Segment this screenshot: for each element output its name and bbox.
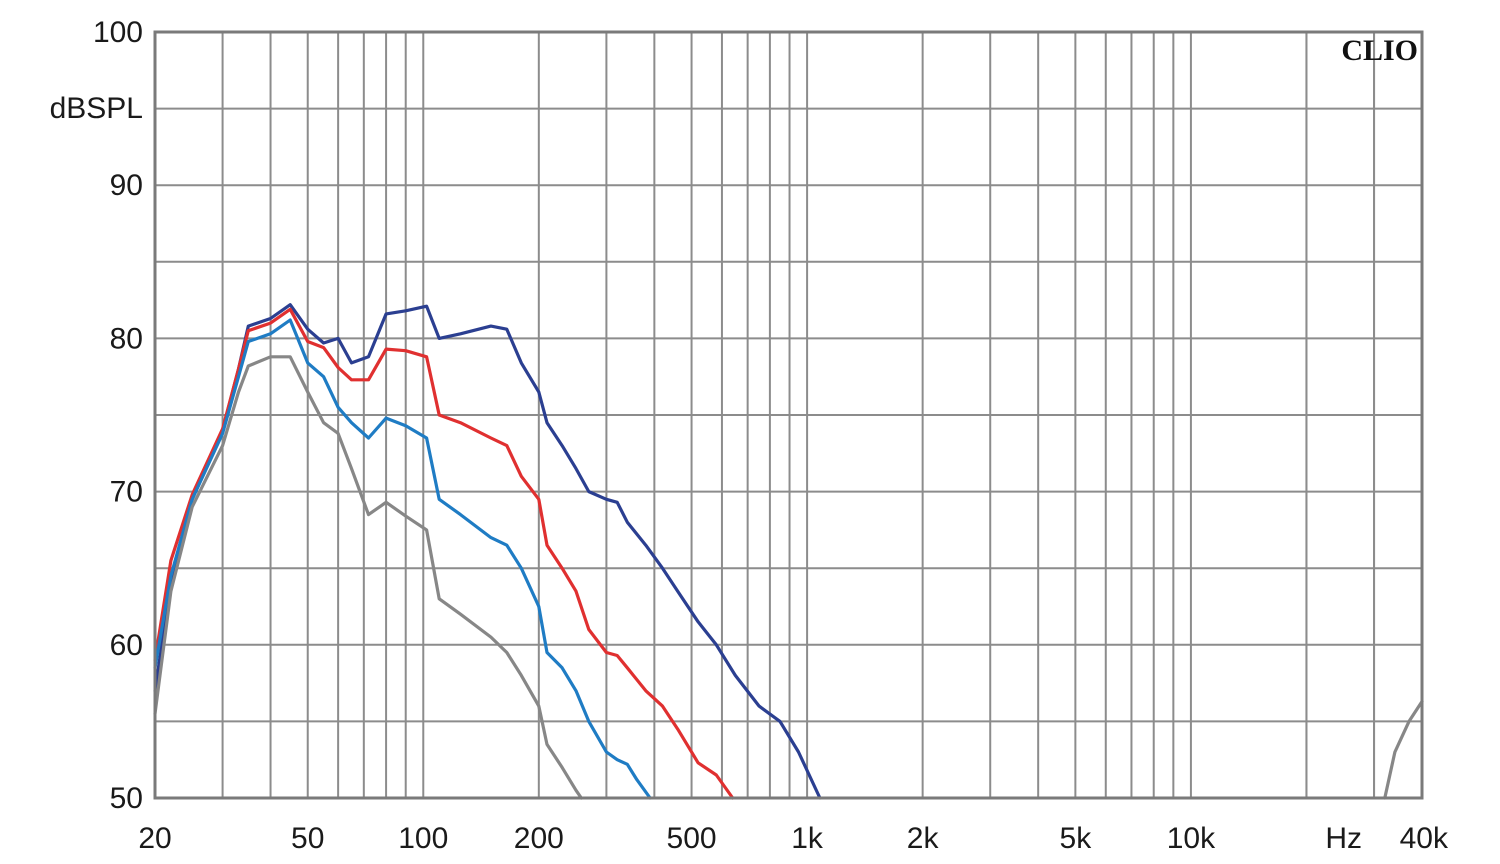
y-tick-labels: 100 90 80 70 60 50 — [93, 16, 143, 815]
x-tick-labels: 20 50 100 200 500 1k 2k 5k 10k 40k — [138, 822, 1449, 855]
x-tick-label: 500 — [667, 822, 717, 855]
y-tick-label: 60 — [110, 629, 143, 662]
x-tick-label: 20 — [138, 822, 171, 855]
series-line-3 — [153, 318, 652, 800]
x-tick-label: 5k — [1060, 822, 1093, 855]
series-line-2 — [153, 307, 735, 800]
x-axis-unit-label: Hz — [1325, 822, 1362, 855]
y-tick-label: 70 — [110, 476, 143, 509]
x-tick-label: 1k — [791, 822, 824, 855]
y-tick-label: 90 — [110, 169, 143, 202]
x-tick-label: 100 — [398, 822, 448, 855]
y-tick-label: 80 — [110, 322, 143, 355]
series-lines — [153, 303, 1424, 800]
series-line-1 — [153, 303, 822, 800]
y-tick-label: 100 — [93, 16, 143, 49]
brand-logo: CLIO — [1341, 34, 1418, 67]
x-tick-label: 40k — [1400, 822, 1449, 855]
series-line-4 — [153, 355, 583, 800]
y-axis-label: dBSPL — [50, 92, 143, 125]
x-tick-label: 10k — [1167, 822, 1216, 855]
plot-frame — [153, 30, 1424, 800]
series-line-5 — [1383, 699, 1424, 800]
x-tick-label: 2k — [907, 822, 940, 855]
y-tick-label: 50 — [110, 782, 143, 815]
x-tick-label: 50 — [291, 822, 324, 855]
x-tick-label: 200 — [514, 822, 564, 855]
